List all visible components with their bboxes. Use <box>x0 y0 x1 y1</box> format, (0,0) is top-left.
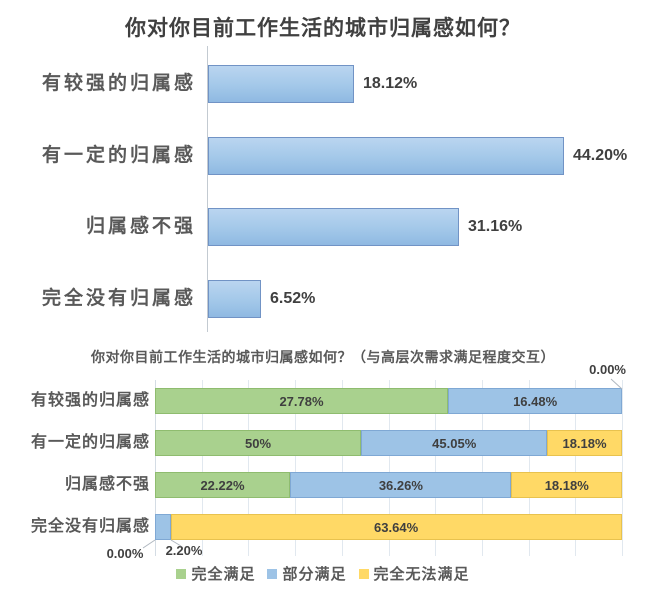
chart2-segment-label: 18.18% <box>562 435 607 451</box>
chart2-callout-label: 2.20% <box>165 543 203 558</box>
chart2-callout-label: 0.00% <box>589 362 626 377</box>
chart2-segment-完全无法满足: 63.64% <box>170 514 622 540</box>
chart2-gridline <box>155 380 156 556</box>
chart2-gridline <box>528 380 530 556</box>
chart1-category-label: 归属感不强 <box>85 216 196 237</box>
chart1-bar <box>208 137 564 175</box>
chart2-segment-label: 22.22% <box>200 477 245 493</box>
chart1-category-label: 有一定的归属感 <box>41 145 196 166</box>
legend-swatch-icon <box>176 568 187 579</box>
chart2-category-label: 完全没有归属感 <box>30 518 150 535</box>
legend-label: 完全无法满足 <box>373 566 470 583</box>
chart2-category-label: 有一定的归属感 <box>30 434 150 451</box>
chart2-segment-部分满足: 16.48% <box>448 388 623 414</box>
chart2-segment-label: 45.05% <box>432 435 477 451</box>
chart2-legend: 完全满足 部分满足 完全无法满足 <box>0 563 646 584</box>
chart1-category-label: 有较强的归属感 <box>41 73 196 94</box>
chart1-category-label: 完全没有归属感 <box>41 288 196 309</box>
chart2-gridline <box>575 380 577 556</box>
chart1-bar <box>208 208 459 246</box>
chart2-segment-完全无法满足: 18.18% <box>547 430 623 456</box>
chart1-category-axis-line <box>207 46 208 332</box>
chart2-title: 你对你目前工作生活的城市归属感如何？（与高层次需求满足程度交互） <box>91 349 555 365</box>
chart1-value-label: 18.12% <box>363 75 418 92</box>
legend-item-部分满足: 部分满足 <box>267 563 346 584</box>
chart2-segment-label: 50% <box>244 435 272 451</box>
legend-swatch-icon <box>267 568 278 579</box>
chart1-title: 你对你目前工作生活的城市归属感如何？ <box>125 17 521 40</box>
chart1-bar <box>208 65 354 103</box>
chart2-segment-label: 18.18% <box>544 477 589 493</box>
chart2-segment-label: 27.78% <box>279 393 324 409</box>
chart2-segment-完全满足: 22.22% <box>155 472 290 498</box>
legend-item-完全无法满足: 完全无法满足 <box>358 563 470 584</box>
chart1-value-label: 6.52% <box>270 290 316 307</box>
chart2-gridline <box>388 380 390 556</box>
chart1-value-label: 44.20% <box>573 147 628 164</box>
legend-label: 部分满足 <box>282 566 347 583</box>
chart2-gridline <box>341 380 343 556</box>
legend-item-完全满足: 完全满足 <box>176 563 255 584</box>
chart1-bar <box>208 280 261 318</box>
chart2-gridline <box>481 380 483 556</box>
chart2-segment-部分满足 <box>155 514 171 540</box>
chart1-value-label: 31.16% <box>468 218 523 235</box>
legend-swatch-icon <box>358 568 369 579</box>
chart2-segment-部分满足: 36.26% <box>290 472 512 498</box>
chart2-segment-label: 36.26% <box>378 477 423 493</box>
chart2-gridline <box>248 380 250 556</box>
legend-label: 完全满足 <box>191 566 256 583</box>
chart2-segment-完全满足: 50% <box>155 430 361 456</box>
chart2-segment-label: 16.48% <box>513 393 558 409</box>
chart2-category-label: 归属感不强 <box>64 476 150 493</box>
chart2-segment-label: 63.64% <box>374 519 419 535</box>
chart2-gridline <box>201 380 203 556</box>
chart2-gridline <box>295 380 297 556</box>
chart2-gridline <box>622 380 623 556</box>
chart2-segment-完全满足: 27.78% <box>155 388 448 414</box>
chart2-segment-部分满足: 45.05% <box>361 430 548 456</box>
chart2-category-label: 有较强的归属感 <box>30 392 150 409</box>
chart2-callout-label: 0.00% <box>106 546 144 561</box>
chart2-gridline <box>435 380 437 556</box>
chart2-segment-完全无法满足: 18.18% <box>511 472 623 498</box>
